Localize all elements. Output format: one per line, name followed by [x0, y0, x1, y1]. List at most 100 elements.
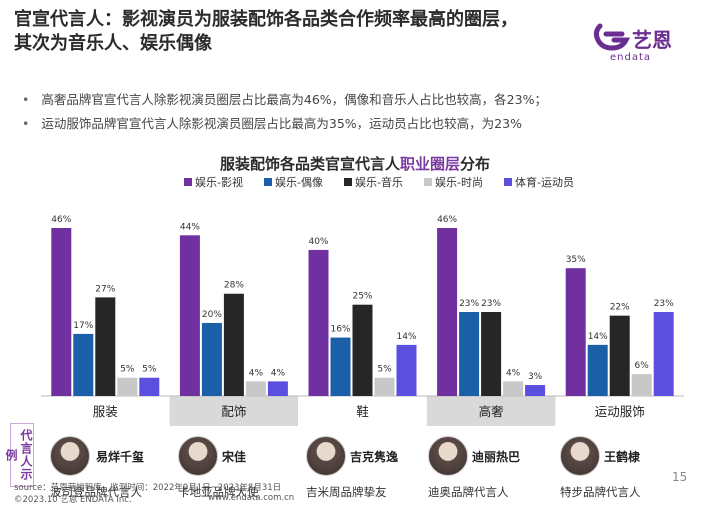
- bar: [396, 344, 417, 396]
- data-label: 25%: [352, 292, 372, 302]
- data-label: 27%: [95, 284, 115, 294]
- bar: [459, 312, 480, 396]
- data-label: 28%: [224, 281, 244, 291]
- data-label: 14%: [396, 332, 416, 342]
- summary-bullets: 高奢品牌官宣代言人除影视演员圈层占比最高为46%，偶像和音乐人占比也较高，各23…: [22, 88, 547, 136]
- data-label: 4%: [271, 368, 286, 378]
- legend-label: 娱乐-偶像: [275, 175, 323, 189]
- avatar: [178, 436, 218, 476]
- data-label: 46%: [51, 215, 71, 225]
- legend-label: 娱乐-影视: [195, 175, 243, 189]
- spokesperson-role: 卡地亚品牌大使: [178, 485, 259, 499]
- bar: [653, 312, 674, 396]
- bar: [525, 385, 546, 396]
- bar: [503, 381, 524, 396]
- data-label: 4%: [506, 368, 521, 378]
- spokesperson-role: 特步品牌代言人: [560, 485, 641, 499]
- bar: [201, 322, 222, 396]
- data-label: 4%: [249, 368, 264, 378]
- logo-subtext: endata: [610, 52, 652, 63]
- spokesperson-label: 代言人示例: [4, 423, 34, 487]
- category-band: [426, 396, 556, 426]
- data-label: 5%: [120, 365, 135, 375]
- bar: [481, 312, 502, 396]
- spokesperson-role: 波司登品牌代言人: [50, 485, 142, 499]
- legend-swatch: [264, 178, 272, 186]
- data-label: 14%: [588, 332, 608, 342]
- avatar: [50, 436, 90, 476]
- bar: [139, 377, 160, 396]
- bullet-item: 运动服饰品牌官宣代言人除影视演员圈层占比最高为35%，运动员占比也较高，为23%: [22, 112, 547, 136]
- page-title-line2: 其次为音乐人、娱乐偶像: [14, 33, 212, 54]
- chart-title-highlight: 职业圈层: [399, 155, 460, 173]
- avatar: [428, 436, 468, 476]
- category-band: [298, 396, 427, 426]
- data-label: 35%: [566, 255, 586, 265]
- brand-logo: 艺恩 endata: [592, 22, 696, 66]
- chart-title: 服装配饰各品类官宣代言人职业圈层分布: [0, 153, 710, 174]
- legend-swatch: [184, 178, 192, 186]
- page-number: 15: [672, 470, 688, 484]
- category-band: [41, 396, 170, 426]
- bar: [587, 344, 608, 396]
- data-label: 46%: [437, 215, 457, 225]
- legend-swatch: [424, 178, 432, 186]
- data-label: 16%: [330, 325, 350, 335]
- logo-mark-icon: [593, 23, 631, 51]
- bar: [95, 297, 116, 396]
- page-title: 官宣代言人：影视演员为服装配饰各品类合作频率最高的圈层， 其次为音乐人、娱乐偶像: [14, 8, 574, 56]
- bar: [565, 268, 586, 396]
- bar: [609, 315, 630, 396]
- bullet-item: 高奢品牌官宣代言人除影视演员圈层占比最高为46%，偶像和音乐人占比也较高，各23…: [22, 88, 547, 112]
- spokesperson-name: 迪丽热巴: [472, 450, 521, 464]
- legend-swatch: [344, 178, 352, 186]
- data-label: 22%: [610, 303, 630, 313]
- bar: [179, 235, 200, 396]
- avatar: [560, 436, 600, 476]
- bar: [374, 377, 395, 396]
- legend-swatch: [504, 178, 512, 186]
- data-label: 17%: [73, 321, 93, 331]
- spokesperson-name: 易烊千玺: [96, 450, 145, 464]
- spokesperson-name: 王鹤棣: [604, 450, 641, 464]
- data-label: 6%: [635, 361, 650, 371]
- bar: [117, 377, 138, 396]
- data-label: 5%: [142, 365, 157, 375]
- chart-title-part1: 服装配饰各品类官宣代言人: [219, 155, 400, 173]
- bar: [51, 228, 72, 396]
- bar: [267, 381, 288, 396]
- bar-chart: 服装 配饰 鞋 高奢 运动服饰 娱乐-影视 娱乐-偶像 娱乐-音乐 娱乐-时尚 体育-运动员 46%…: [41, 175, 684, 426]
- avatar: [306, 436, 346, 476]
- footer-copyright: ©2023.10 艺恩 ENDATA Inc.: [14, 495, 132, 505]
- logo-text: 艺恩: [632, 28, 672, 52]
- category-label: 服装: [93, 404, 118, 419]
- footer-source: source：艺恩营销智库，监测时间：2022年9月1日~2023年8月31日: [14, 483, 282, 493]
- category-band: [169, 396, 299, 426]
- bar: [73, 333, 94, 396]
- data-label: 23%: [459, 299, 479, 309]
- category-label: 运动服饰: [595, 404, 645, 419]
- bar: [437, 228, 458, 396]
- data-label: 40%: [308, 237, 328, 247]
- category-label: 配饰: [221, 404, 246, 419]
- data-label: 23%: [654, 299, 674, 309]
- bar: [330, 337, 351, 396]
- spokesperson-role: 吉米周品牌挚友: [306, 485, 387, 499]
- spokesperson-role: 迪奥品牌代言人: [428, 485, 509, 499]
- legend-label: 体育-运动员: [515, 175, 574, 189]
- data-label: 5%: [377, 365, 392, 375]
- bar: [223, 293, 244, 396]
- bar: [308, 249, 329, 396]
- bar: [352, 304, 373, 396]
- bar: [245, 381, 266, 396]
- data-label: 20%: [202, 310, 222, 320]
- category-band: [555, 396, 684, 426]
- bar: [631, 374, 652, 396]
- spokesperson-name: 吉克隽逸: [350, 450, 399, 464]
- legend-label: 娱乐-时尚: [435, 175, 483, 189]
- page-title-line1: 官宣代言人：影视演员为服装配饰各品类合作频率最高的圈层，: [14, 9, 518, 30]
- category-label: 鞋: [356, 404, 369, 419]
- footer-website[interactable]: www.endata.com.cn: [208, 493, 295, 503]
- chart-title-part2: 分布: [460, 155, 491, 173]
- legend-label: 娱乐-音乐: [355, 175, 403, 189]
